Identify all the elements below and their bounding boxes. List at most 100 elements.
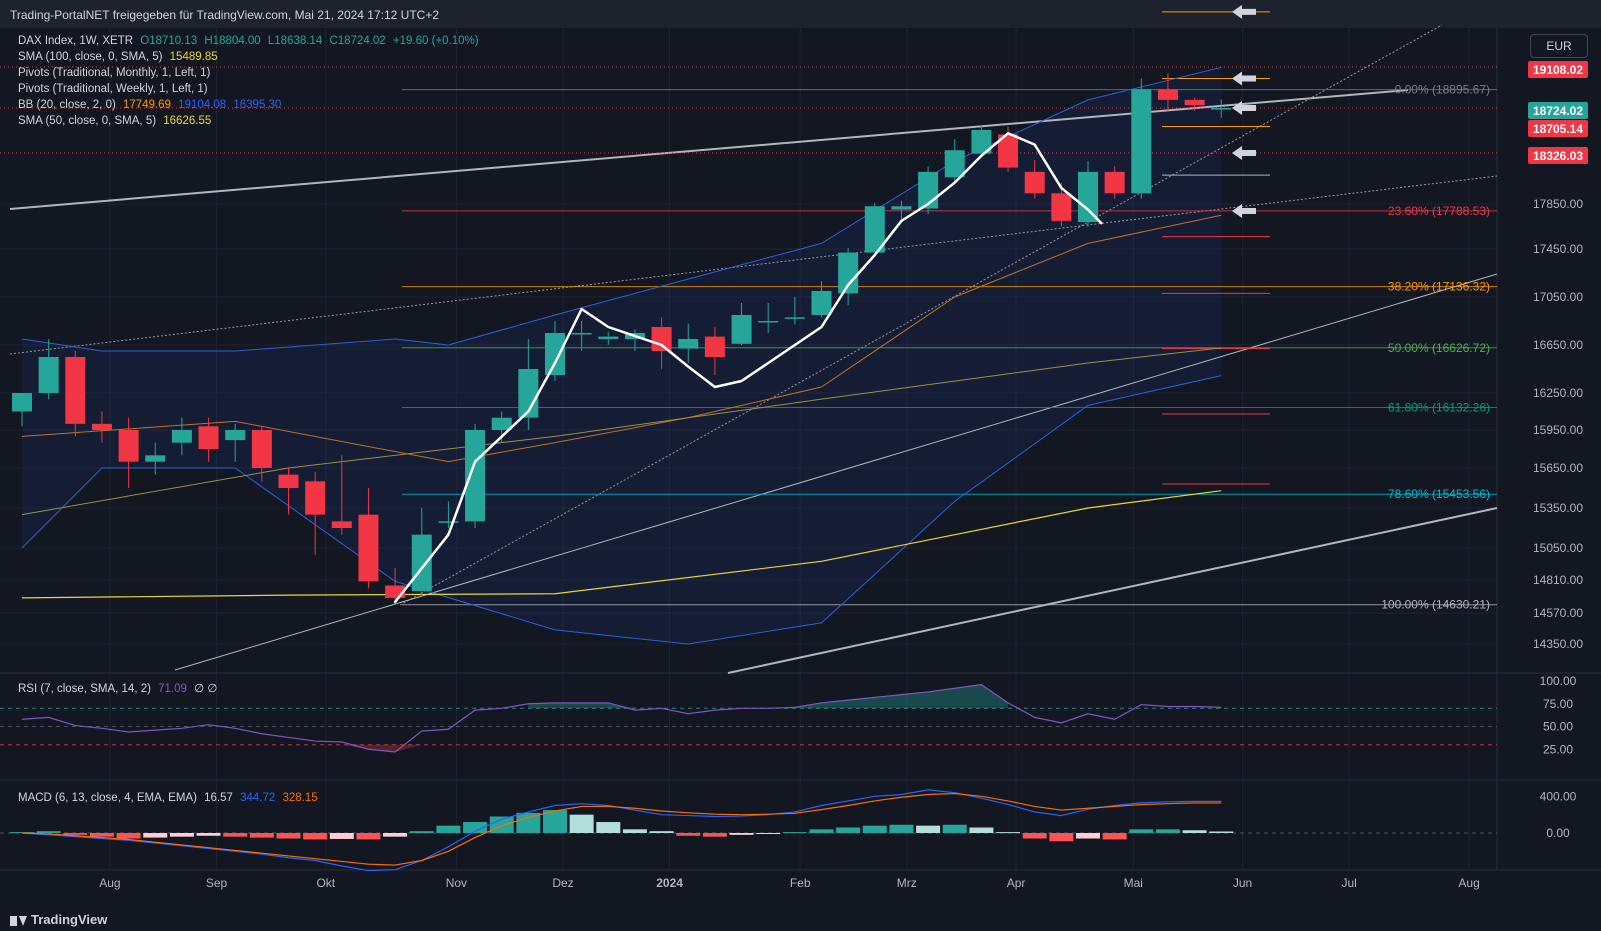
price-tag-support: 18326.03 [1528,147,1588,164]
currency-selector[interactable]: EUR [1530,34,1588,58]
time-axis-label: Sep [206,876,228,890]
price-tag-last: 18724.02 [1528,102,1588,119]
legend-sma50-value: 16626.55 [163,115,212,127]
candle-body [758,321,779,323]
macd-hist-bar [409,831,434,833]
candle-body [358,514,379,582]
legend-pivots-weekly-name: Pivots (Traditional, Weekly, 1, Left, 1) [18,83,208,95]
trendline-dotted-lower [9,175,1498,355]
time-axis-label: Jul [1341,876,1356,890]
time-axis-label: Jun [1233,876,1252,890]
legend-sma50[interactable]: SMA (50, close, 0, SMA, 5) 16626.55 [18,113,211,129]
candle-body [545,333,565,375]
candle-body [1051,193,1072,221]
legend-change: +19.60 (+0.10%) [392,35,479,47]
candle-body [491,417,512,430]
legend-pivots-monthly[interactable]: Pivots (Traditional, Monthly, 1, Left, 1… [18,65,210,81]
price-axis-label: 17850.00 [1533,197,1583,211]
legend-main-name: DAX Index, 1W, XETR [18,35,134,47]
trendline-dotted-steep [399,24,1443,606]
macd-hist-bar [809,829,834,833]
candle-body [971,129,992,154]
grid [0,28,1601,871]
price-axis-label: 15350.00 [1533,501,1583,515]
candle-body [118,430,139,462]
macd-hist-bar [516,812,541,833]
macd-hist-bar [356,833,381,840]
time-axis-label: Nov [446,876,467,890]
macd-axis-label: 400.00 [1540,789,1577,803]
trendline-upper-channel [9,89,1409,210]
arrow-left-icon [1232,146,1256,160]
time-axis: Aug Sep Okt Nov Dez 2024 Feb Mrz Apr Mai Jun Jul Aug [99,876,1480,890]
candle-body [305,481,326,515]
tradingview-icon [10,915,27,926]
time-axis-label: Apr [1007,876,1026,890]
legend-sma100-name: SMA (100, close, 0, SMA, 5) [18,51,163,63]
legend-macd[interactable]: MACD (6, 13, close, 4, EMA, EMA) 16.57 3… [18,790,318,806]
pivot-arrows [1232,4,1256,218]
price-axis-label: 16650.00 [1533,338,1583,352]
macd-hist-bar [569,814,594,833]
candle-body [651,327,672,351]
time-axis-label: Mai [1124,876,1143,890]
candle-body [1184,99,1205,106]
candle-body [171,430,192,443]
legend-macd-hist: 16.57 [204,792,233,804]
price-tag-resistance: 19108.02 [1528,61,1588,78]
macd-hist-bar [596,822,621,833]
macd-hist-bar [1129,829,1154,833]
legend-macd-signal: 328.15 [282,792,318,804]
price-axis-label: 17450.00 [1533,242,1583,256]
macd-hist-bar [942,824,967,833]
time-axis-label: Okt [316,876,335,890]
trendline-channel-mid [174,273,1498,671]
candle-body [838,252,859,294]
candle-body [784,317,805,319]
price-tag-pivot: 18705.14 [1528,120,1588,137]
macd-hist-bar [622,829,647,833]
candle-body [598,336,619,339]
macd-hist-bar [969,827,994,833]
macd-hist-bar [916,825,941,833]
macd-hist-bar [676,833,701,836]
legend-rsi-extra: ∅ ∅ [194,683,218,695]
fib-level-label: 0.00% (18895.67) [1395,83,1490,97]
candle-body [571,333,592,335]
candle-body [944,150,965,178]
candle-body [251,430,272,468]
chart-canvas[interactable]: 0.00% (18895.67) 23.60% (17788.53) 38.20% … [0,0,1601,908]
tradingview-logo[interactable]: TradingView [10,912,107,927]
candle-body [465,430,486,522]
legend-sma50-name: SMA (50, close, 0, SMA, 5) [18,115,157,127]
arrow-left-icon [1232,71,1256,86]
candle-body [12,393,32,412]
brand-text: TradingView [31,912,108,927]
rsi-axis-label: 75.00 [1543,697,1573,711]
fib-level-label: 38.20% (17136.32) [1388,280,1490,294]
time-axis-label: Aug [99,876,120,890]
macd-hist-bar [116,833,141,839]
candle-body [38,357,59,393]
legend-bb[interactable]: BB (20, close, 2, 0) 17749.69 19104.08 1… [18,97,281,113]
candle-body [678,339,699,349]
price-axis-label: 14570.00 [1533,606,1583,620]
fib-level-label: 50.00% (16626.72) [1388,341,1490,355]
sma100-line [21,490,1222,599]
fib-level-label: 23.60% (17788.53) [1388,204,1490,218]
legend-main[interactable]: DAX Index, 1W, XETR O18710.13 H18804.00 … [18,33,479,49]
candle-body [811,291,832,315]
rsi-overbought-fill [528,684,1009,709]
macd-pane: 400.00 0.00 [0,789,1577,872]
macd-hist-bar [702,833,727,837]
candle-body [1211,107,1232,110]
legend-low: L18638.14 [267,35,323,47]
macd-hist-bar [862,825,887,833]
legend-pivots-weekly[interactable]: Pivots (Traditional, Weekly, 1, Left, 1) [18,81,208,97]
legend-open: O18710.13 [140,35,198,47]
legend-sma100[interactable]: SMA (100, close, 0, SMA, 5) 15489.85 [18,49,218,65]
fib-level-label: 61.80% (16132.26) [1388,401,1490,415]
price-axis-label: 17050.00 [1533,290,1583,304]
legend-rsi[interactable]: RSI (7, close, SMA, 14, 2) 71.09 ∅ ∅ [18,681,217,697]
macd-hist-bar [196,833,221,836]
